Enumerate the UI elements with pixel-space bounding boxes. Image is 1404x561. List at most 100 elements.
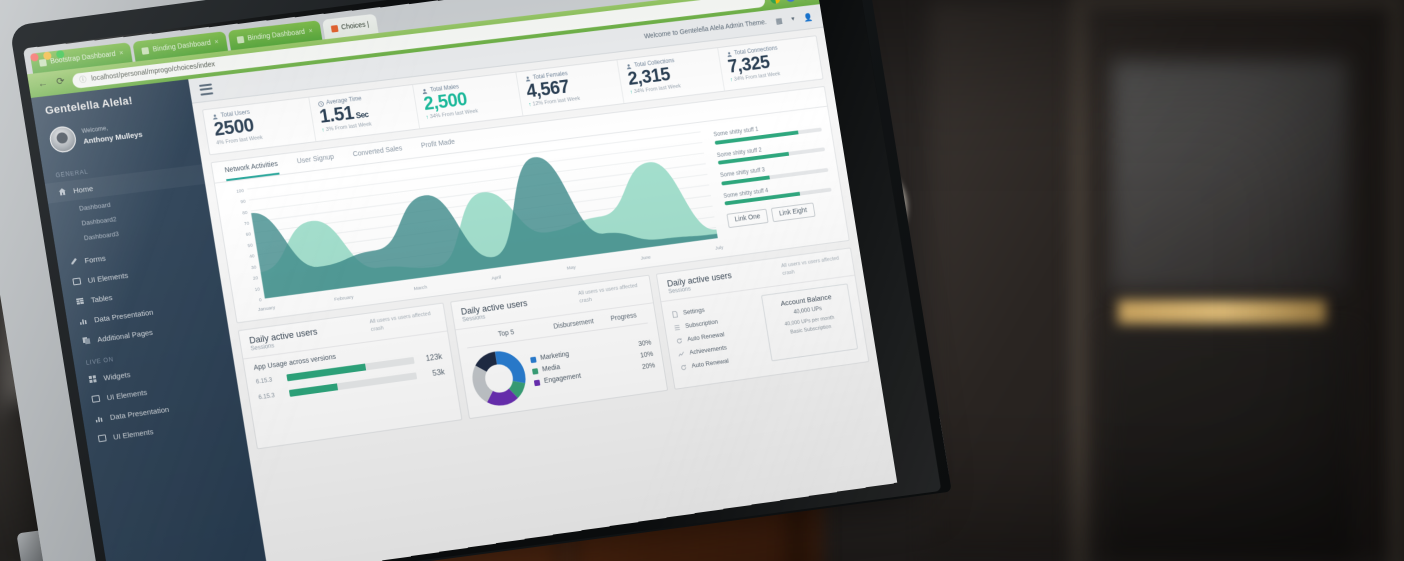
card-settings: Daily active users Sessions All users vs… (656, 247, 870, 390)
settings-label: Auto Renewal (691, 357, 730, 370)
tab-title: Binding Dashboard (152, 39, 212, 53)
sidebar-item-label: UI Elements (86, 270, 129, 285)
tab-favicon-icon (236, 35, 245, 44)
stat-tile[interactable]: Total Males 2,500 ↑ 34% From last Week (412, 72, 522, 129)
extension-icon[interactable] (769, 0, 781, 4)
list-icon (674, 324, 681, 332)
legend-label: Media (541, 364, 561, 374)
card-body: Top 5 Disbursement Progress (455, 303, 667, 418)
tab-close-icon[interactable]: × (308, 27, 314, 35)
sidebar-item-widgets[interactable]: Widgets (75, 350, 235, 391)
minimize-window-icon[interactable] (42, 51, 52, 61)
maximize-window-icon[interactable] (55, 49, 65, 59)
reload-icon[interactable]: ⟳ (55, 75, 66, 88)
sidebar-item-label: Additional Pages (96, 327, 154, 344)
bar-chart-icon (79, 319, 87, 326)
user-icon (212, 114, 218, 120)
screen: Bootstrap Dashboard × Binding Dashboard … (22, 0, 898, 561)
link-eight-button[interactable]: Link Eight (770, 202, 816, 223)
sidebar-item-data-presentation[interactable]: Data Presentation (66, 292, 226, 333)
close-window-icon[interactable] (29, 52, 40, 62)
svg-text:10: 10 (254, 286, 260, 292)
sidebar-item-data-presentation-2[interactable]: Data Presentation (82, 389, 242, 431)
col-progress: Progress (610, 312, 638, 323)
bar-chart-icon (95, 417, 103, 423)
sidebar-item-home[interactable]: Home (44, 164, 206, 204)
tab-close-icon[interactable]: × (214, 38, 220, 46)
card-app-usage: Daily active users Sessions All users vs… (237, 302, 463, 450)
window-icon (97, 434, 107, 443)
hamburger-icon[interactable] (198, 82, 214, 96)
legend-pct: 20% (641, 362, 656, 372)
svg-text:April: April (491, 275, 501, 282)
refresh-icon (676, 337, 683, 345)
svg-text:60: 60 (246, 232, 252, 238)
stat-unit: Sec (355, 110, 370, 121)
tab-favicon-icon (330, 24, 339, 33)
svg-text:90: 90 (240, 199, 246, 205)
legend-label: Marketing (539, 351, 570, 363)
stat-tile[interactable]: Average Time 1.51Sec ↑ 3% From last Week (307, 85, 420, 142)
col-disbursement: Disbursement (553, 318, 595, 331)
stat-tile[interactable]: Total Collections 2,315 ↑ 34% From last … (616, 48, 724, 104)
admin-app: Gentelella Alela! Welcome, Anthony Mulle… (30, 4, 898, 561)
sidebar-item-ui-elements-3[interactable]: UI Elements (85, 409, 245, 451)
legend-pct: 10% (639, 351, 654, 360)
svg-text:70: 70 (244, 221, 250, 227)
stat-tile[interactable]: Total Females 4,567 ↑ 12% From last Week (514, 60, 624, 116)
sidebar-item-additional-pages[interactable]: Additional Pages (69, 312, 229, 353)
version-label: 6.15.3 (258, 392, 276, 401)
svg-text:80: 80 (242, 210, 248, 216)
legend-pct: 30% (637, 339, 652, 349)
donut-legend: Marketing 30% Media 10% (529, 339, 657, 391)
laptop: Bootstrap Dashboard × Binding Dashboard … (0, 0, 984, 561)
stat-tile[interactable]: Total Connections 7,325 ↑ 34% From last … (716, 36, 823, 91)
sidebar-item-label: Widgets (102, 369, 131, 383)
chart-side-list: Some shitty stuff 1 Some shitty stuff 2 (712, 114, 839, 252)
donut-chart[interactable] (468, 348, 529, 409)
user-icon[interactable]: 👤 (802, 12, 814, 22)
nav-section-live-on: LIVE ON Widgets UI Elements (73, 335, 245, 450)
svg-text:June: June (640, 255, 651, 262)
sidebar-item-label: UI Elements (105, 387, 148, 402)
svg-text:0: 0 (259, 297, 263, 302)
sidebar-item-ui-elements[interactable]: UI Elements (59, 253, 219, 293)
svg-text:May: May (567, 265, 577, 272)
link-one-button[interactable]: Link One (726, 208, 769, 229)
tab-close-icon[interactable]: × (118, 49, 124, 57)
widgets-icon (88, 375, 97, 384)
svg-text:March: March (413, 285, 427, 293)
svg-text:40: 40 (249, 254, 255, 260)
card-disbursement: Daily active users Sessions All users vs… (449, 274, 669, 420)
extension-icon[interactable] (784, 0, 797, 2)
caret-icon[interactable]: ▾ (790, 15, 796, 23)
sidebar-item-tables[interactable]: Tables (63, 273, 223, 313)
stat-header: Total Users (212, 103, 303, 120)
screen-bezel: Bootstrap Dashboard × Binding Dashboard … (22, 0, 942, 561)
card-note: All users vs users affected crash (780, 256, 840, 277)
sidebar: Gentelella Alela! Welcome, Anthony Mulle… (30, 79, 269, 561)
card-note: All users vs users affected crash (369, 311, 432, 333)
bottom-card-row: Daily active users Sessions All users vs… (237, 247, 870, 450)
legend-swatch (529, 356, 537, 363)
stat-tiles: Total Users 2500 4% From last Week (201, 35, 824, 156)
sidebar-item-forms[interactable]: Forms (56, 234, 216, 274)
svg-text:July: July (715, 245, 725, 252)
tab-title: Binding Dashboard (247, 28, 306, 42)
content-area: Welcome to Gentelella Alela Admin Theme.… (188, 4, 898, 561)
sidebar-item-label: Forms (83, 253, 107, 265)
sidebar-item-ui-elements-2[interactable]: UI Elements (78, 370, 238, 411)
area-chart-svg: 0 10 20 30 40 50 60 70 80 90 100 January February Mar… (236, 128, 725, 313)
sidebar-item-label: UI Elements (112, 426, 154, 442)
back-arrow-icon[interactable]: ← (36, 77, 49, 90)
area-chart[interactable]: 0 10 20 30 40 50 60 70 80 90 100 January February Mar… (222, 128, 726, 318)
file-icon (672, 310, 679, 318)
main-region: Total Users 2500 4% From last Week (192, 27, 898, 561)
sidebar-item-label: Data Presentation (93, 307, 154, 324)
stat-tile[interactable]: Total Users 2500 4% From last Week (203, 98, 315, 155)
account-balance-box: Account Balance 40,000 UPs 40,000 UPs pe… (760, 283, 859, 362)
home-icon (58, 188, 66, 196)
grid-icon[interactable]: ▦ (774, 15, 784, 26)
shelf (1070, 0, 1404, 561)
